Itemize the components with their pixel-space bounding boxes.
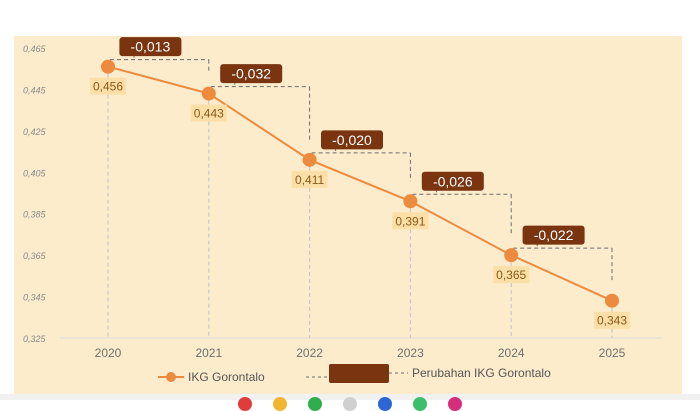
footer-dot (238, 397, 252, 411)
change-label: -0,026 (433, 173, 473, 189)
x-tick-label: 2022 (296, 346, 323, 360)
chart-panel (14, 36, 682, 394)
x-tick-label: 2025 (599, 346, 626, 360)
line-chart: 0,465 0,445 0,425 0,405 0,385 0,365 0,345 0,325… (23, 37, 662, 384)
y-tick-label: 0,345 (23, 293, 47, 303)
change-box (522, 225, 585, 245)
value-label-background (493, 266, 530, 284)
value-label-background (392, 212, 429, 230)
footer-dot (308, 397, 322, 411)
legend: IKG Gorontalo Perubahan IKG Gorontalo (158, 364, 551, 384)
value-label: 0,443 (194, 107, 224, 121)
change-box (119, 37, 182, 57)
value-label-background (594, 311, 630, 329)
change-box (421, 171, 484, 191)
value-label-background (291, 170, 328, 188)
legend-series-label: IKG Gorontalo (188, 370, 265, 384)
y-tick-label: 0,365 (23, 251, 47, 261)
series-ikg-gorontalo (101, 59, 619, 308)
y-tick-label: 0,465 (23, 44, 47, 54)
drop-lines (107, 66, 613, 338)
x-tick-label: 2020 (95, 346, 122, 360)
value-label-background (90, 77, 126, 95)
data-point (302, 152, 317, 167)
value-labels: 0,456 0,443 0,411 0,391 0,365 0,343 (90, 77, 630, 329)
x-tick-label: 2023 (397, 346, 424, 360)
y-tick-label: 0,385 (23, 210, 47, 220)
y-axis: 0,465 0,445 0,425 0,405 0,385 0,365 0,345 0,325 (23, 44, 47, 344)
footer-dot (378, 397, 392, 411)
change-connectors (110, 46, 613, 281)
x-tick-label: 2021 (195, 346, 222, 360)
change-box (220, 64, 283, 84)
value-label: 0,411 (295, 173, 324, 187)
y-tick-label: 0,325 (23, 334, 47, 344)
change-labels: -0,013 -0,032 -0,020 -0,026 -0,022 (119, 37, 585, 245)
footer-dot (413, 397, 427, 411)
y-tick-label: 0,445 (23, 85, 47, 95)
data-point (101, 59, 115, 74)
legend-changes-label: Perubahan IKG Gorontalo (412, 366, 551, 380)
data-point (504, 248, 519, 263)
x-axis: 2020 2021 2022 2023 2024 2025 (60, 337, 662, 360)
x-tick-label: 2024 (498, 346, 525, 360)
footer-dot (273, 397, 287, 411)
value-label: 0,343 (597, 314, 627, 328)
footer-dot (448, 397, 462, 411)
change-label: -0,022 (534, 227, 574, 243)
data-point (403, 194, 418, 209)
y-tick-label: 0,425 (23, 127, 47, 137)
data-point (605, 293, 619, 308)
footer-dot (343, 397, 357, 411)
legend-changes-swatch-box (329, 364, 389, 383)
change-box (321, 130, 383, 150)
change-label: -0,032 (231, 66, 271, 82)
change-label: -0,020 (332, 132, 372, 148)
value-label: 0,456 (93, 80, 123, 94)
legend-series-swatch-marker (166, 372, 176, 382)
data-point (201, 86, 216, 101)
value-label: 0,391 (395, 214, 425, 228)
value-label: 0,365 (496, 268, 526, 282)
y-tick-label: 0,405 (23, 168, 47, 178)
change-label: -0,013 (131, 39, 171, 55)
value-label-background (190, 104, 227, 122)
series-line (107, 65, 613, 302)
